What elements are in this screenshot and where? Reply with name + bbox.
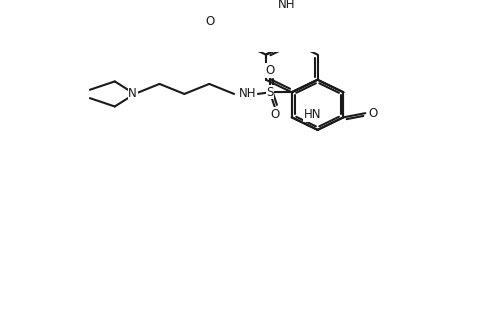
Text: NH: NH [278, 0, 296, 11]
Text: N: N [128, 87, 137, 100]
Text: HN: HN [304, 108, 322, 121]
Text: S: S [266, 86, 273, 99]
Text: O: O [206, 15, 215, 28]
Text: O: O [265, 64, 274, 77]
Text: NH: NH [239, 87, 257, 100]
Text: O: O [369, 107, 378, 120]
Text: O: O [270, 108, 279, 121]
